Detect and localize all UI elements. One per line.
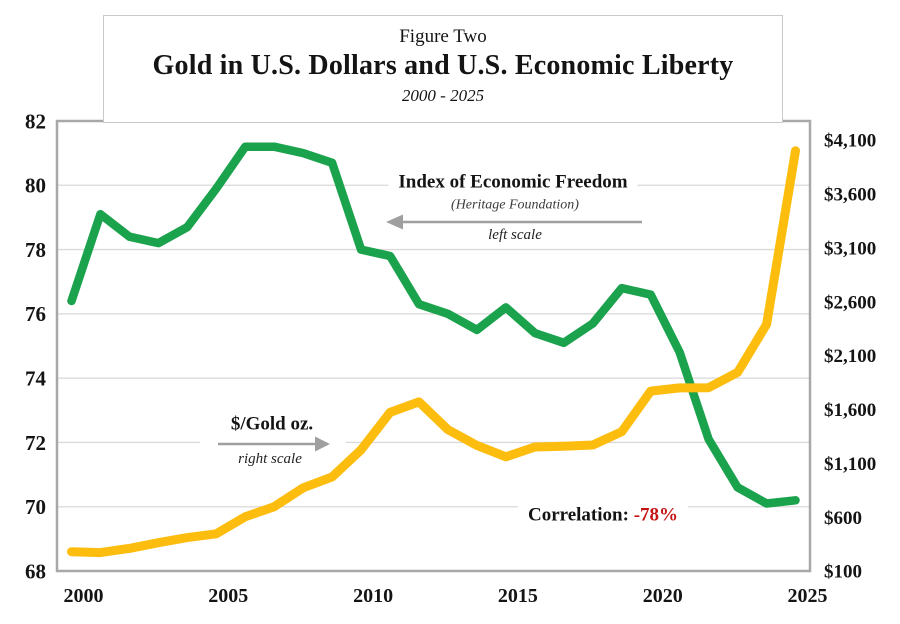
left-axis-tick-label: 78 [25, 238, 46, 262]
index-left-scale-arrowhead [386, 214, 403, 230]
figure-label: Figure Two [399, 26, 487, 47]
index-series-sublabel: (Heritage Foundation) [451, 197, 579, 213]
index-scale-note: left scale [488, 226, 542, 243]
correlation-label: Correlation: [527, 504, 629, 526]
right-axis-tick-label: $3,600 [824, 185, 876, 206]
right-axis-tick-label: $1,100 [824, 454, 876, 475]
left-axis-tick-label: 82 [25, 109, 46, 133]
left-axis-tick-label: 80 [25, 174, 46, 198]
right-axis-tick-label: $2,600 [824, 292, 876, 313]
left-axis-tick-label: 68 [25, 559, 46, 583]
chart-title: Gold in U.S. Dollars and U.S. Economic L… [152, 50, 734, 81]
gold-series-label: $/Gold oz. [230, 413, 314, 435]
left-axis-tick-label: 74 [25, 366, 47, 390]
index-series-label: Index of Economic Freedom [388, 171, 638, 195]
x-axis-tick-label: 2020 [643, 585, 683, 607]
economic-freedom-line [67, 142, 800, 508]
x-axis-tick-label: 2000 [63, 585, 103, 607]
left-axis-tick-label: 76 [25, 302, 46, 326]
x-axis-tick-label: 2025 [788, 585, 828, 607]
right-axis-tick-label: $100 [824, 562, 862, 583]
right-axis-tick-label: $4,100 [824, 131, 876, 152]
x-axis-tick-label: 2010 [353, 585, 393, 607]
chart-subtitle: 2000 - 2025 [401, 86, 485, 105]
correlation-value: -78% [633, 504, 679, 526]
x-axis-tick-label: 2005 [208, 585, 248, 607]
x-axis-tick-label: 2015 [498, 585, 538, 607]
right-axis-tick-label: $600 [824, 508, 862, 529]
right-axis-tick-label: $3,100 [824, 238, 876, 259]
gold-price-line [67, 146, 800, 558]
gold-scale-note: right scale [238, 450, 302, 467]
left-axis-tick-label: 72 [25, 431, 46, 455]
gold-right-scale-arrowhead [315, 436, 330, 452]
correlation-annotation: Correlation: -78% [517, 504, 689, 528]
right-axis-tick-label: $1,600 [824, 400, 876, 421]
title-box: Figure Two Gold in U.S. Dollars and U.S.… [103, 15, 783, 123]
right-axis-tick-label: $2,100 [824, 346, 876, 367]
left-axis-tick-label: 70 [25, 495, 46, 519]
